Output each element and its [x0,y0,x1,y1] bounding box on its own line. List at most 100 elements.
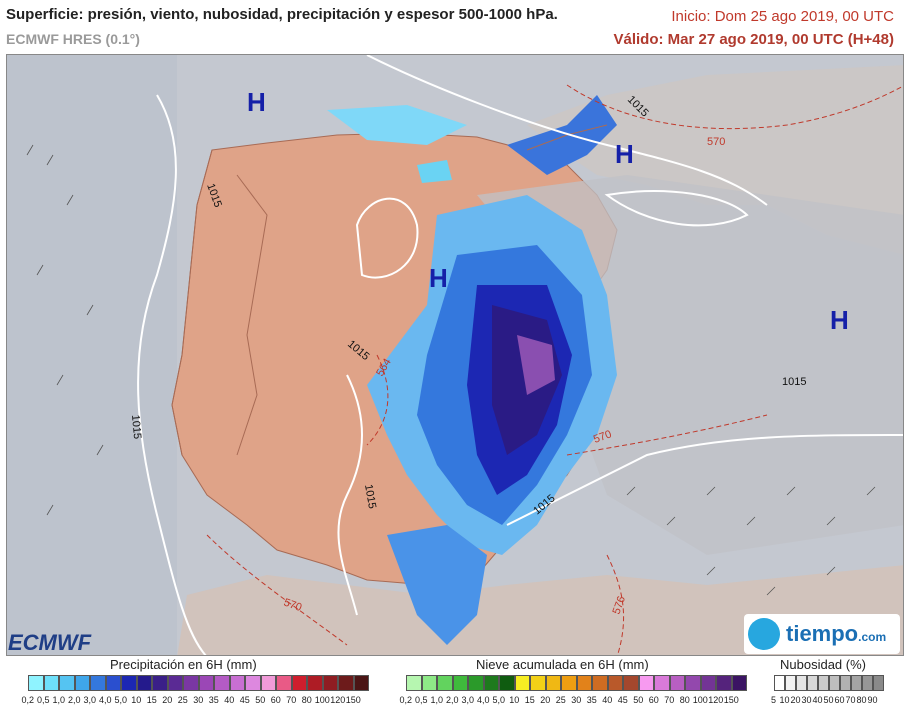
snow-legend-swatch [499,675,515,691]
precip-legend-label: 35 [208,695,219,705]
high-pressure-marker: H [830,305,849,335]
snow-legend-label: 150 [723,695,739,705]
precip-legend-label: 30 [193,695,204,705]
snow-legend-label: 2,0 [445,695,459,705]
snow-legend-title: Nieve acumulada en 6H (mm) [476,657,649,672]
snow-legend-swatch [654,675,670,691]
snow-legend-swatch [421,675,437,691]
snow-legend-swatch [592,675,608,691]
thickness-label: 570 [707,136,725,148]
isobar-label: 1015 [782,376,806,388]
precip-legend-label: 0,5 [36,695,50,705]
precip-legend-label: 100 [314,695,330,705]
init-time: Inicio: Dom 25 ago 2019, 00 UTC [671,8,894,25]
precip-legend-swatch [183,675,199,691]
snow-legend-label: 120 [708,695,724,705]
precip-legend-label: 2,0 [67,695,81,705]
precip-legend-swatch [353,675,369,691]
precipitation-area [327,95,617,645]
precip-legend-swatch [338,675,354,691]
precip-legend-labels: 0,2 0,5 1,0 2,0 3,0 4,0 5,0 10 15 20 25 30 35 40 45 50 6… [20,695,361,705]
snow-legend-swatch [731,675,747,691]
precip-legend-label: 70 [286,695,297,705]
map-canvas: 1015 1015 1015 1015 1015 1015 1015 570 5… [7,55,903,655]
snow-legend-label: 35 [586,695,597,705]
precip-legend-label: 10 [131,695,142,705]
snow-legend-swatch [623,675,639,691]
cloud-legend-swatch [862,675,873,691]
cloud-legend-swatch [796,675,807,691]
snow-legend-swatch [561,675,577,691]
snow-legend-swatch [406,675,422,691]
precip-legend-swatch [28,675,44,691]
snow-legend-label: 50 [633,695,644,705]
precip-legend-label: 60 [270,695,281,705]
cloud-legend-swatch [818,675,829,691]
cloud-legend-swatch [851,675,862,691]
snow-legend-swatch [514,675,530,691]
cloud-legend-label: 70 [845,695,856,705]
cloud-legend-label: 50 [823,695,834,705]
isobar-label: 1015 [129,414,143,439]
cloud-legend-label: 20 [790,695,801,705]
snow-legend-label: 80 [679,695,690,705]
snow-legend-label: 60 [648,695,659,705]
precip-legend-label: 20 [162,695,173,705]
precip-legend-label: 25 [177,695,188,705]
snow-legend-label: 45 [617,695,628,705]
precip-legend-swatch [260,675,276,691]
precip-legend-label: 45 [239,695,250,705]
snow-legend-label: 25 [555,695,566,705]
tiempo-logo-text: tiempo [786,621,859,646]
snow-legend-label: 4,0 [476,695,490,705]
thickness-label: 570 [592,428,613,446]
tiempo-logo-suffix: .com [858,630,887,644]
cloud-legend-labels: 5 102030405060708090 [768,695,878,705]
snow-legend-swatch [669,675,685,691]
thickness-lines [206,84,903,655]
tiempo-logo[interactable]: tiempo.com [744,614,900,654]
snow-legend-label: 30 [571,695,582,705]
precip-legend-swatch [229,675,245,691]
precip-legend-label: 4,0 [98,695,112,705]
precip-legend-label: 50 [255,695,266,705]
precip-legend-label: 3,0 [83,695,96,705]
cloud-legend-label: 30 [801,695,812,705]
wind-barbs [26,144,876,596]
precip-legend-swatch [322,675,338,691]
chart-title: Superficie: presión, viento, nubosidad, … [6,6,558,23]
precip-legend-label: 5,0 [114,695,127,705]
precip-legend-swatch [214,675,230,691]
snow-legend-labels: 0,2 0,5 1,0 2,0 3,0 4,0 5,0 10 15 20 25 30 35 40 45 50 6… [398,695,739,705]
snow-legend-label: 1,0 [430,695,443,705]
precip-legend-label: 15 [146,695,157,705]
precip-legend-swatch [121,675,137,691]
cloud-legend-label: 40 [812,695,823,705]
thickness-label: 570 [282,597,303,615]
snow-legend-bar [406,675,747,691]
precip-legend-label: 120 [330,695,346,705]
high-pressure-marker: H [429,263,448,293]
cloud-legend-swatch [829,675,840,691]
cloud-legend-bar [774,675,884,691]
precip-legend-swatch [74,675,90,691]
precip-legend-swatch [90,675,106,691]
valid-time: Válido: Mar 27 ago 2019, 00 UTC (H+48) [613,31,894,48]
isobars [137,55,903,655]
high-pressure-marker: H [615,139,634,169]
cloud-legend-label: 10 [779,695,790,705]
snow-legend-swatch [452,675,468,691]
cloud-legend-title: Nubosidad (%) [780,657,866,672]
snow-legend-label: 0,5 [414,695,428,705]
snow-legend-label: 40 [602,695,613,705]
precip-legend-title: Precipitación en 6H (mm) [110,657,257,672]
high-pressure-marker: H [247,87,266,117]
precip-legend-swatch [136,675,152,691]
model-name: ECMWF HRES (0.1°) [6,31,140,47]
snow-legend-swatch [607,675,623,691]
precip-legend-bar [28,675,369,691]
snow-legend-label: 15 [524,695,535,705]
isobar-label: 1015 [362,483,378,509]
cloud-legend-label: 5 [770,695,776,705]
snow-legend-label: 5,0 [492,695,505,705]
